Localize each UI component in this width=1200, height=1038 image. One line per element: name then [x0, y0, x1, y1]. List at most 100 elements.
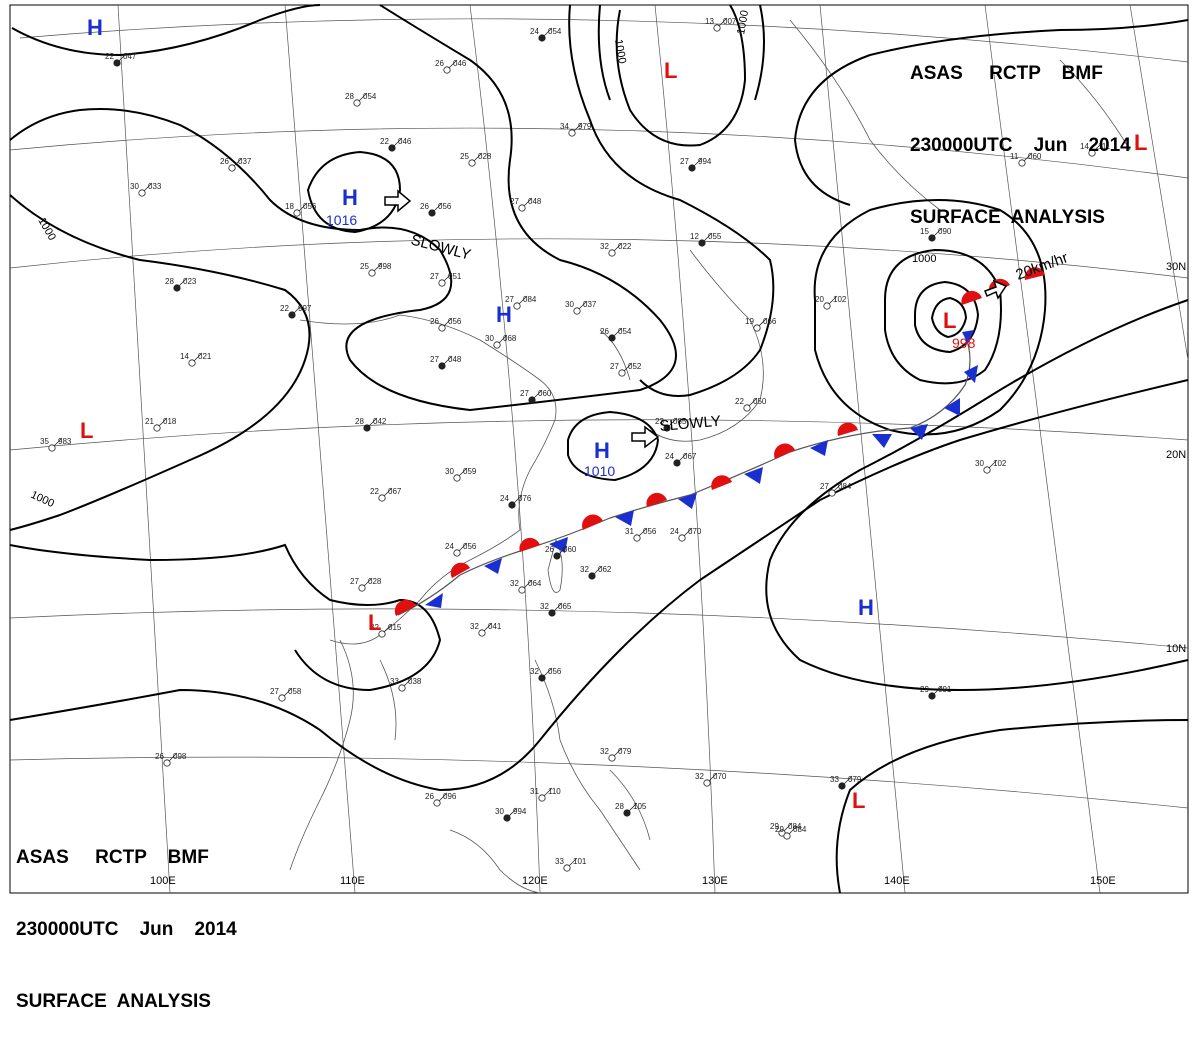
station-pressure: 058	[288, 687, 302, 696]
station-temp: 32	[600, 747, 609, 756]
station-plot: 27 084	[505, 295, 537, 310]
station-pressure: 038	[408, 677, 422, 686]
station-temp: 22	[280, 304, 289, 313]
station-plot: 27 060	[520, 389, 552, 404]
station-plot: 24 076	[500, 494, 532, 509]
station-temp: 30	[445, 467, 454, 476]
station-pressure: 079	[848, 775, 862, 784]
station-plot: 32 065	[540, 602, 572, 617]
station-temp: 30	[565, 300, 574, 309]
station-pressure: 068	[503, 334, 517, 343]
station-temp: 29	[920, 685, 929, 694]
station-pressure: 054	[618, 327, 632, 336]
station-temp: 32	[530, 667, 539, 676]
station-circle	[153, 424, 161, 432]
station-temp: 25	[460, 152, 469, 161]
meridian-100e	[117, 4, 171, 894]
station-pressure: 064	[528, 579, 542, 588]
station-circle	[493, 341, 501, 349]
station-temp: 24	[665, 452, 674, 461]
station-temp: 26	[155, 752, 164, 761]
lon-label-140e: 140E	[884, 875, 910, 887]
station-circle	[608, 249, 616, 257]
station-temp: 23	[655, 417, 664, 426]
station-circle	[278, 694, 286, 702]
isobar-1000-north	[597, 4, 765, 101]
station-plot: 27 052	[610, 362, 642, 377]
station-temp: 30	[975, 459, 984, 468]
station-pressure: 048	[448, 355, 462, 364]
parallel-20n	[9, 419, 1189, 451]
low-center-south-china: L	[368, 610, 381, 635]
station-plot: 32 022	[600, 242, 632, 257]
station-plot: 27 058	[270, 687, 302, 702]
station-pressure: 056	[438, 202, 452, 211]
station-plot: 21 018	[145, 417, 177, 432]
station-temp: 27	[510, 197, 519, 206]
station-plot: 33 079	[830, 775, 862, 790]
station-plot: 31 110	[530, 787, 561, 802]
station-circle	[713, 24, 721, 32]
front-line	[397, 334, 971, 616]
station-pressure: 102	[993, 459, 1007, 468]
cold-symbol	[678, 493, 697, 509]
station-circle	[453, 549, 461, 557]
motion-text-eastchina-sea-high: SLOWLY	[659, 413, 722, 435]
station-temp: 19	[745, 317, 754, 326]
station-temp: 32	[370, 623, 379, 632]
station-pressure: 022	[618, 242, 632, 251]
station-temp: 27	[520, 389, 529, 398]
station-circle	[663, 424, 671, 432]
coast-korea-japan	[599, 249, 764, 442]
header-title-line3: SURFACE ANALYSIS	[16, 991, 211, 1012]
isobar-label-1000-n2: 1000	[735, 9, 751, 35]
station-plot: 26 054	[600, 327, 632, 342]
low-center-typhoon: L	[943, 308, 956, 333]
station-plot: 31 056	[625, 527, 657, 542]
station-temp: 34	[560, 122, 569, 131]
station-temp: 22	[105, 52, 114, 61]
high-pressure-eastchina-sea: 1010	[584, 463, 615, 479]
low-center-north: L	[664, 58, 677, 83]
station-circle	[518, 586, 526, 594]
station-circle	[528, 396, 536, 404]
high-center-china: H	[342, 185, 358, 210]
isobar-south-east	[835, 719, 1189, 894]
motion-arrow-typhoon	[984, 279, 1008, 300]
station-plot: 32 056	[530, 667, 562, 682]
station-circle	[928, 234, 936, 242]
station-pressure: 056	[463, 542, 477, 551]
warm-symbol	[394, 599, 416, 616]
parallel-40n	[19, 18, 1189, 63]
station-plot: 24 070	[670, 527, 702, 542]
station-plot: 27 051	[430, 272, 462, 287]
station-plot: 22 050	[735, 397, 767, 412]
surface-analysis-map: 1000 1000 1000 1000 1000	[9, 4, 1189, 894]
warm-symbol	[519, 537, 540, 552]
station-circle	[438, 324, 446, 332]
station-temp: 26	[435, 59, 444, 68]
station-temp: 27	[680, 157, 689, 166]
station-pressure: 056	[448, 317, 462, 326]
lon-label-130e: 130E	[702, 875, 728, 887]
station-temp: 27	[820, 482, 829, 491]
station-pressure: 023	[183, 277, 197, 286]
lon-label-120e: 120E	[522, 875, 548, 887]
station-circle	[673, 459, 681, 467]
meridian-130e	[654, 4, 716, 894]
station-plot: 30 033	[130, 182, 162, 197]
meridian-110e	[284, 4, 356, 894]
isobar-pacific-ridge	[765, 299, 1189, 692]
station-pressure: 067	[683, 452, 697, 461]
station-temp: 27	[430, 355, 439, 364]
lat-label-10n: 10N	[1166, 643, 1186, 655]
station-circle	[163, 759, 171, 767]
parallel-0	[9, 756, 1189, 809]
station-pressure: 028	[368, 577, 382, 586]
station-temp: 33	[555, 857, 564, 866]
station-temp: 20	[815, 295, 824, 304]
station-plot: 27 994	[680, 157, 712, 172]
station-plot: 32 064	[510, 579, 542, 594]
lon-label-110e: 110E	[340, 875, 365, 887]
station-circle	[1088, 149, 1096, 157]
